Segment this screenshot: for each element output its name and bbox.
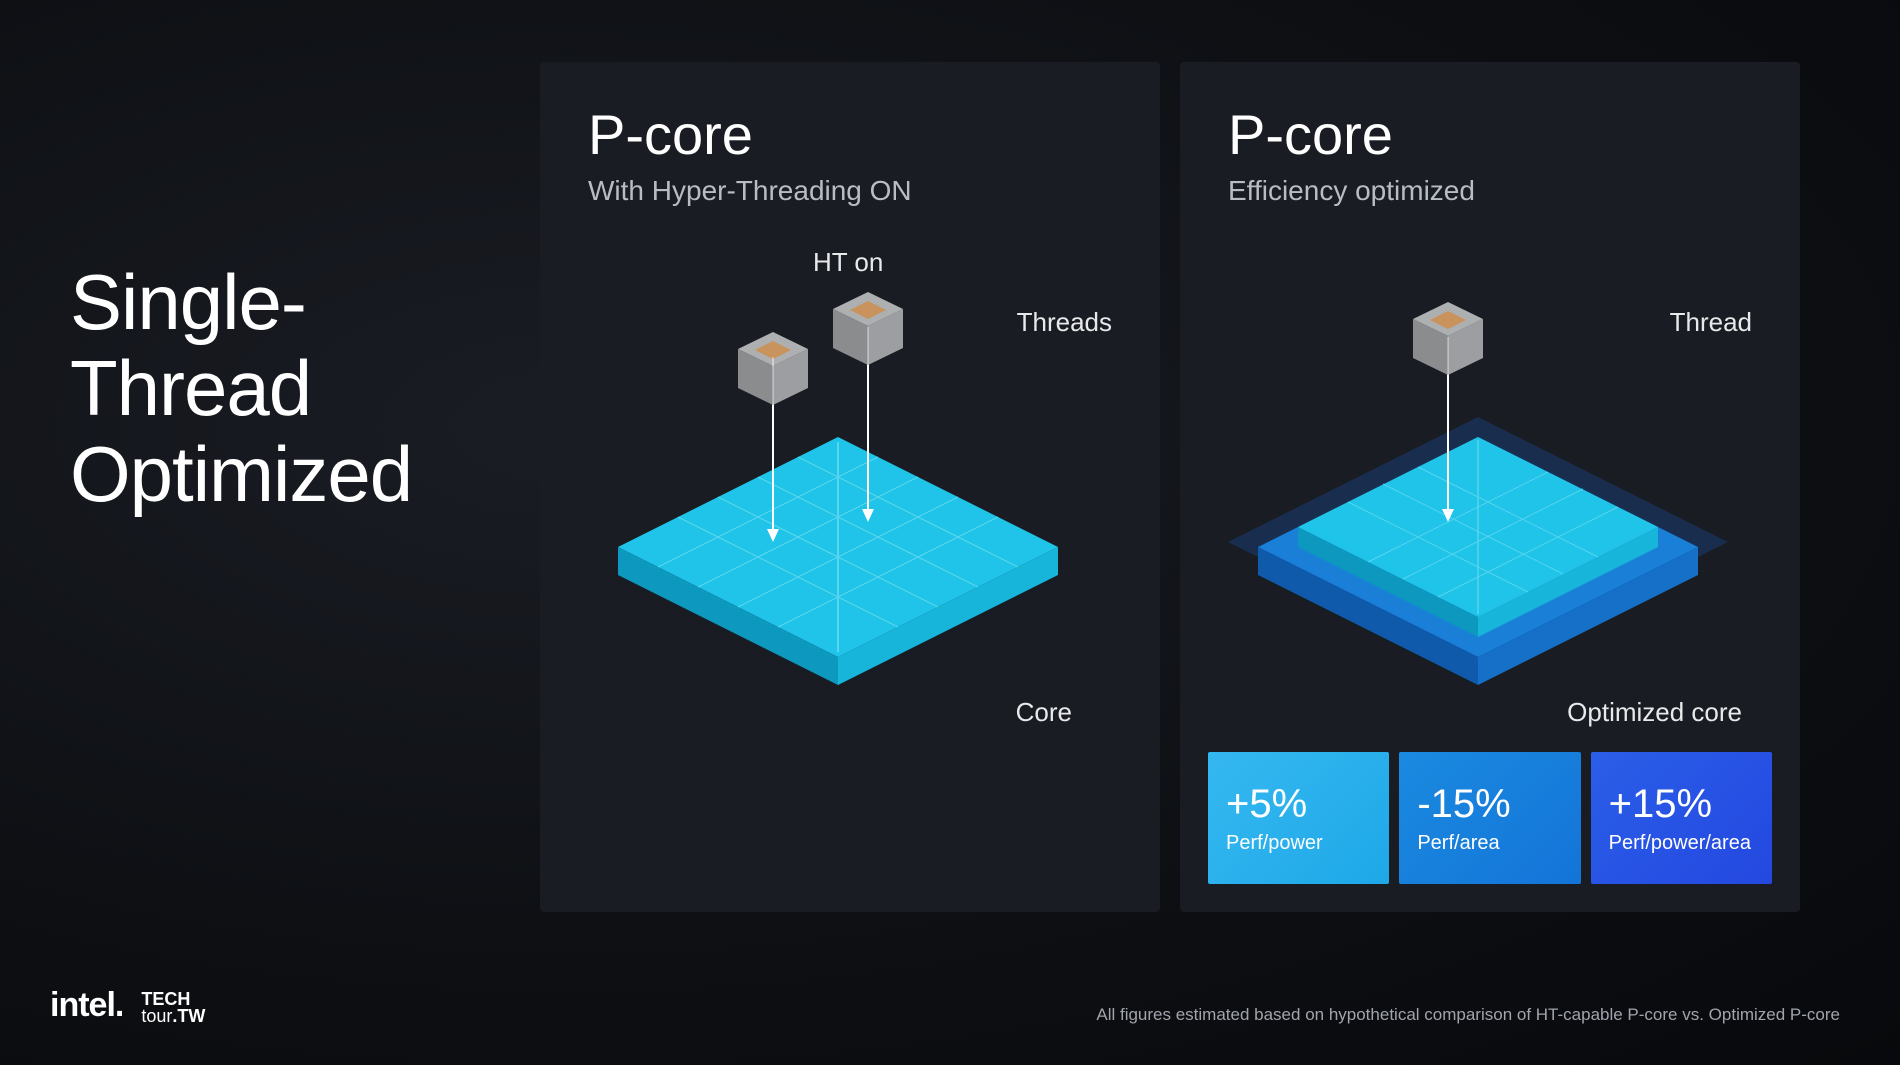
panel-subtitle: Efficiency optimized <box>1228 175 1752 207</box>
metrics-row: +5% Perf/power -15% Perf/area +15% Perf/… <box>1208 752 1772 884</box>
thread-label: Thread <box>1670 307 1752 338</box>
diagram-left: HT on Threads Core <box>588 247 1112 747</box>
metric-label: Perf/area <box>1417 832 1562 855</box>
chip-inner-icon <box>1288 422 1668 652</box>
metric-label: Perf/power/area <box>1609 832 1754 855</box>
intel-logo: intel. <box>50 986 123 1025</box>
thread-cube-icon <box>733 327 803 397</box>
metric-value: +15% <box>1609 782 1754 826</box>
footnote: All figures estimated based on hypotheti… <box>1096 1005 1840 1025</box>
diagram-right: Thread Optimized core <box>1228 247 1752 747</box>
panels-container: P-core With Hyper-Threading ON HT on Thr… <box>540 62 1800 912</box>
chip-icon <box>608 417 1068 697</box>
main-title: Single-ThreadOptimized <box>70 260 412 517</box>
panel-subtitle: With Hyper-Threading ON <box>588 175 1112 207</box>
metric-perf-area: -15% Perf/area <box>1399 752 1580 884</box>
metric-perf-power-area: +15% Perf/power/area <box>1591 752 1772 884</box>
thread-cube-icon <box>1408 297 1478 367</box>
panel-pcore-efficiency: P-core Efficiency optimized Thread Optim… <box>1180 62 1800 912</box>
ht-label: HT on <box>813 247 883 278</box>
metric-perf-power: +5% Perf/power <box>1208 752 1389 884</box>
metric-value: +5% <box>1226 782 1371 826</box>
threads-label: Threads <box>1017 307 1112 338</box>
panel-title: P-core <box>1228 102 1752 167</box>
panel-pcore-ht: P-core With Hyper-Threading ON HT on Thr… <box>540 62 1160 912</box>
panel-title: P-core <box>588 102 1112 167</box>
metric-label: Perf/power <box>1226 832 1371 855</box>
techtour-logo: TECH tour.TW <box>141 991 205 1025</box>
metric-value: -15% <box>1417 782 1562 826</box>
footer-branding: intel. TECH tour.TW <box>50 986 205 1025</box>
thread-cube-icon <box>828 287 898 357</box>
